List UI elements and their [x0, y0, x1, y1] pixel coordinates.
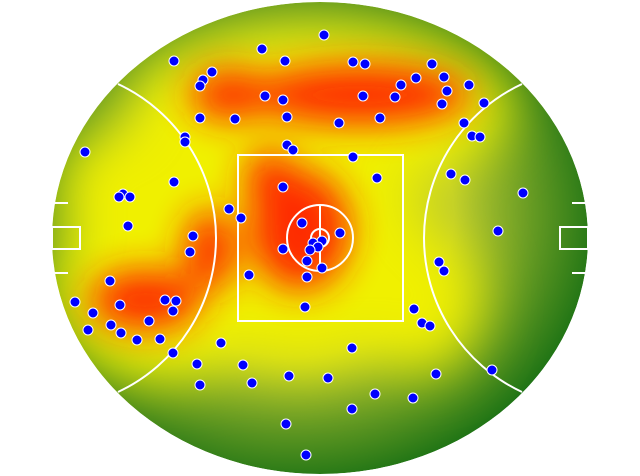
point [69, 296, 81, 308]
point [277, 181, 289, 193]
point [82, 324, 94, 336]
point [243, 269, 255, 281]
point [215, 337, 227, 349]
point [170, 295, 182, 307]
point [131, 334, 143, 346]
point [191, 358, 203, 370]
point [277, 243, 289, 255]
heatmap [52, 2, 588, 474]
point [438, 265, 450, 277]
point [229, 113, 241, 125]
point [445, 168, 457, 180]
point [235, 212, 247, 224]
point [179, 136, 191, 148]
point [410, 72, 422, 84]
point [194, 80, 206, 92]
point [357, 90, 369, 102]
point [184, 246, 196, 258]
point [347, 56, 359, 68]
point [280, 418, 292, 430]
point [283, 370, 295, 382]
point [124, 191, 136, 203]
point [430, 368, 442, 380]
point [105, 319, 117, 331]
point [517, 187, 529, 199]
point [246, 377, 258, 389]
point [122, 220, 134, 232]
point [299, 301, 311, 313]
point [296, 217, 308, 229]
point [316, 262, 328, 274]
point [194, 112, 206, 124]
point [304, 244, 316, 256]
point [281, 111, 293, 123]
point [369, 388, 381, 400]
point [407, 392, 419, 404]
point [237, 359, 249, 371]
point [159, 294, 171, 306]
point [223, 203, 235, 215]
point [259, 90, 271, 102]
point [359, 58, 371, 70]
point [167, 305, 179, 317]
point [433, 256, 445, 268]
point [436, 98, 448, 110]
point [277, 94, 289, 106]
point [374, 112, 386, 124]
point [333, 117, 345, 129]
point [168, 176, 180, 188]
point [486, 364, 498, 376]
point [167, 347, 179, 359]
point [347, 151, 359, 163]
point [346, 403, 358, 415]
point [408, 303, 420, 315]
point [424, 320, 436, 332]
point [492, 225, 504, 237]
point [256, 43, 268, 55]
point [87, 307, 99, 319]
point [154, 333, 166, 345]
point [463, 79, 475, 91]
point [389, 91, 401, 103]
point [206, 66, 218, 78]
point [113, 191, 125, 203]
point [371, 172, 383, 184]
point [279, 55, 291, 67]
point [194, 379, 206, 391]
point [474, 131, 486, 143]
point [441, 85, 453, 97]
point [346, 342, 358, 354]
point [115, 327, 127, 339]
point [79, 146, 91, 158]
point [322, 372, 334, 384]
point [287, 144, 299, 156]
point [458, 117, 470, 129]
point [318, 29, 330, 41]
point [334, 227, 346, 239]
point [438, 71, 450, 83]
point [168, 55, 180, 67]
point [459, 174, 471, 186]
point [395, 79, 407, 91]
point [114, 299, 126, 311]
point [478, 97, 490, 109]
point [187, 230, 199, 242]
point [301, 271, 313, 283]
point [301, 255, 313, 267]
point [104, 275, 116, 287]
point [426, 58, 438, 70]
point [300, 449, 312, 461]
point [143, 315, 155, 327]
